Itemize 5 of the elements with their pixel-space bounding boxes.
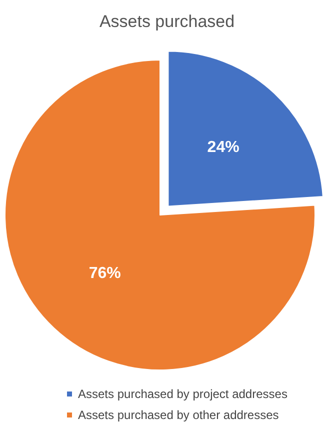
data-label: 76% — [88, 265, 121, 282]
data-label: 24% — [207, 139, 240, 156]
chart-title: Assets purchased — [99, 12, 235, 31]
legend-label: Assets purchased by project addresses — [78, 387, 288, 401]
legend-label: Assets purchased by other addresses — [78, 408, 279, 422]
